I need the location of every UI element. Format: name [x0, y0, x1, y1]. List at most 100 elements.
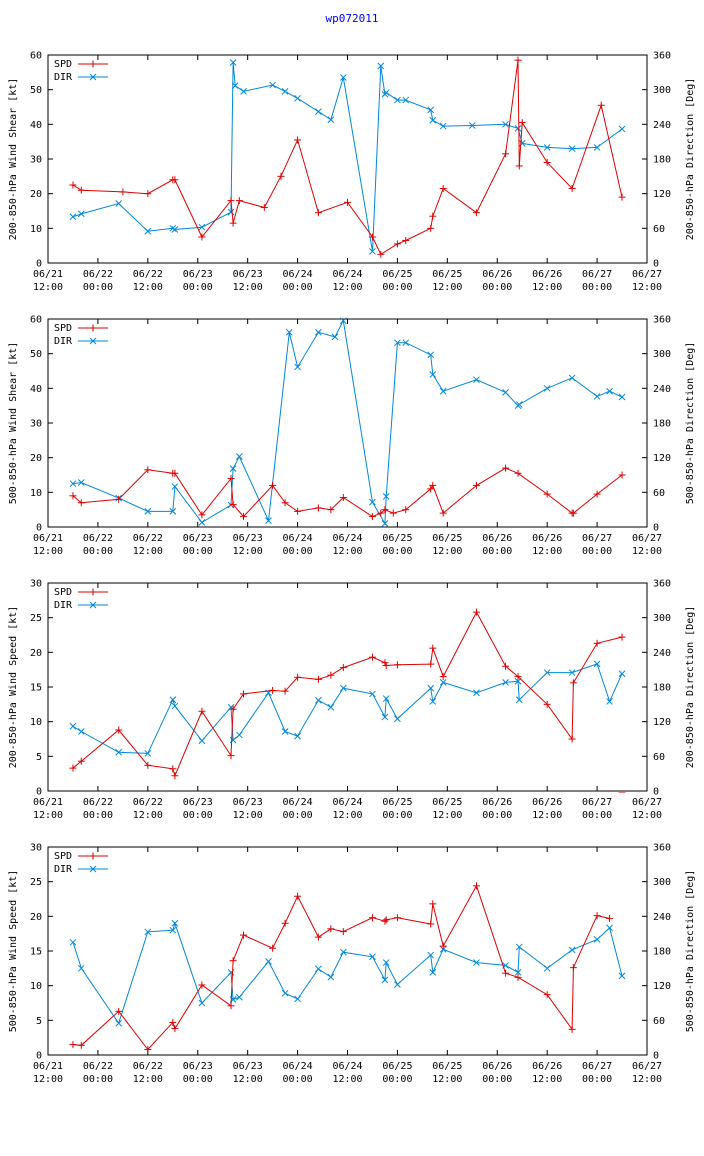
y-axis-title: 500-850-hPa Wind Shear [kt]	[8, 342, 19, 505]
dir-point	[144, 928, 152, 936]
dir-point	[265, 958, 272, 965]
x-tick-time-label: 12:00	[33, 282, 63, 293]
dir-point	[618, 393, 626, 401]
spd-point	[472, 209, 480, 217]
dir-point	[171, 226, 179, 233]
x-tick-time-label: 00:00	[582, 282, 612, 293]
panel-200-850-speed: 0 5 10 15 20 25 30 0 60 120 180 240 300 360 06/21 12:00…	[0, 528, 704, 822]
dir-point	[235, 731, 243, 739]
y-tick-label: 30	[30, 579, 42, 590]
x-tick-time-label: 12:00	[33, 810, 63, 821]
dir-point	[327, 116, 335, 124]
spd-point	[119, 188, 127, 196]
dir-point	[593, 660, 601, 668]
plot-frame	[47, 54, 648, 264]
x-tick-date-label: 06/26	[482, 269, 512, 280]
dir-point	[439, 122, 447, 130]
spd-point	[393, 240, 401, 248]
spd-point	[144, 190, 152, 198]
legend-label-dir: DIR	[54, 864, 73, 875]
chart-main-title: wp072011	[325, 12, 379, 25]
y2-axis-title: 500-850-hPa Direction [Deg]	[685, 342, 696, 505]
spd-line	[72, 611, 623, 778]
spd-point	[115, 1007, 123, 1015]
x-tick-time-label: 12:00	[532, 546, 562, 557]
x-tick-date-label: 06/25	[432, 1061, 462, 1072]
y-axis-title: 200-850-hPa Wind Speed [kt]	[8, 606, 19, 769]
spd-point	[314, 504, 322, 512]
x-tick-date-label: 06/26	[482, 533, 512, 544]
y-tick-label: 20	[30, 453, 42, 464]
spd-point	[368, 914, 376, 922]
y-tick-label: 20	[30, 189, 42, 200]
spd-point	[115, 495, 123, 503]
spd-point	[77, 186, 85, 194]
spd-point	[439, 942, 447, 950]
spd-point	[229, 500, 237, 508]
spd-point	[377, 509, 385, 517]
dir-point	[198, 519, 206, 526]
legend: SPD DIR	[54, 587, 108, 611]
spd-point	[568, 184, 576, 192]
dir-point	[369, 690, 376, 698]
spd-point	[593, 912, 601, 920]
spd-point	[269, 481, 277, 489]
dir-point	[606, 924, 613, 932]
x-tick-time-label: 12:00	[133, 1074, 163, 1085]
spd-point	[543, 700, 551, 708]
dir-point	[394, 715, 401, 723]
dir-point	[543, 964, 551, 972]
dir-point	[115, 748, 123, 756]
spd-point	[518, 119, 526, 127]
spd-point	[77, 499, 85, 507]
dir-point	[427, 351, 435, 359]
x-tick-date-label: 06/21	[33, 797, 63, 808]
spd-point	[502, 150, 510, 158]
x-tick-date-label: 06/24	[332, 533, 362, 544]
spd-point	[171, 176, 179, 184]
dir-point	[502, 389, 509, 396]
dir-point	[339, 317, 347, 325]
x-tick-time-label: 00:00	[283, 1074, 313, 1085]
spd-point	[377, 250, 385, 258]
spd-point	[314, 675, 322, 683]
dir-point	[427, 106, 435, 114]
x-tick-time-label: 00:00	[283, 810, 313, 821]
y2-tick-label: 60	[653, 224, 665, 235]
spd-point	[69, 492, 77, 500]
x-tick-time-label: 12:00	[432, 810, 462, 821]
x-tick-date-label: 06/22	[83, 533, 113, 544]
spd-point	[227, 474, 235, 482]
dir-line	[72, 62, 623, 252]
x-tick-time-label: 00:00	[482, 810, 512, 821]
x-tick-date-label: 06/27	[582, 533, 612, 544]
dir-point	[543, 669, 551, 676]
dir-line	[72, 921, 623, 1025]
y2-axis-title: 200-850-hPa Direction [Deg]	[685, 78, 696, 241]
plot-frame	[47, 318, 648, 528]
y2-axis-title: 500-850-hPa Direction [Deg]	[685, 870, 696, 1033]
x-tick-time-label: 12:00	[632, 810, 662, 821]
x-tick-time-label: 12:00	[33, 546, 63, 557]
dir-point	[593, 393, 601, 400]
dir-point	[429, 698, 437, 705]
dir-point	[144, 227, 152, 235]
spd-point	[593, 490, 601, 498]
y-tick-label: 10	[30, 488, 42, 499]
dir-point	[281, 989, 289, 997]
x-tick-time-label: 00:00	[582, 546, 612, 557]
dir-point	[427, 684, 435, 692]
dir-point	[502, 120, 509, 128]
spd-point	[144, 1045, 152, 1053]
dir-point	[240, 88, 247, 95]
y2-tick-label: 300	[653, 877, 671, 888]
legend-marker-dir	[89, 865, 97, 873]
spd-point	[327, 925, 335, 933]
dir-point	[502, 679, 509, 686]
x-tick-date-label: 06/24	[283, 797, 313, 808]
dir-point	[229, 59, 237, 66]
spd-point	[368, 233, 376, 241]
dir-point	[115, 1019, 123, 1027]
y-tick-label: 0	[36, 259, 42, 270]
x-tick-date-label: 06/25	[432, 797, 462, 808]
